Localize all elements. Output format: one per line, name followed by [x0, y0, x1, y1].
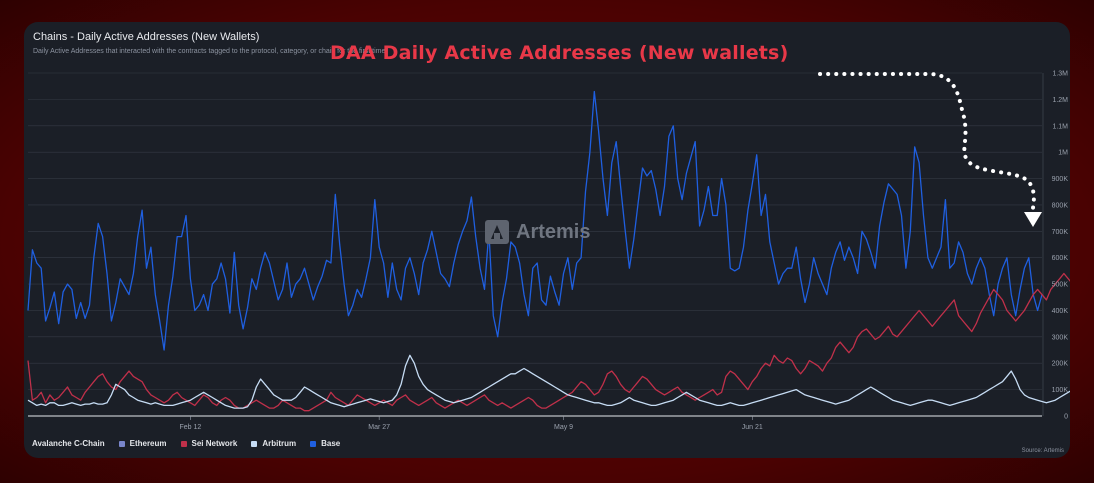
y-tick-label: 1M — [1058, 150, 1068, 157]
legend-label: Sei Network — [191, 439, 238, 448]
y-tick-label: 100K — [1052, 387, 1069, 394]
grid-lines — [28, 72, 1044, 417]
dotted-arrow-annotation — [818, 72, 1042, 227]
y-tick-label: 300K — [1052, 334, 1069, 341]
legend-swatch — [310, 440, 317, 447]
legend-item-sei-network[interactable]: Sei Network — [180, 439, 238, 448]
dotted-arrow-path — [818, 72, 1036, 216]
legend-label: Base — [321, 439, 341, 448]
y-axis-ticks: 0 100K 200K 300K 400K 500K 600K 700K 800K 900K 1M 1… — [1052, 71, 1069, 421]
y-tick-label: 200K — [1052, 361, 1069, 368]
legend-swatch — [118, 440, 125, 447]
series-line-arbitrum — [27, 354, 1070, 409]
watermark-text: Artemis — [516, 220, 591, 243]
legend-swatch — [251, 440, 258, 447]
legend-label: Arbitrum — [262, 439, 297, 448]
series-line-sei-network — [27, 272, 1070, 412]
x-tick-label: Jun 21 — [742, 424, 763, 431]
artemis-logo-icon — [485, 220, 509, 244]
chart-legend: Avalanche C-Chain Ethereum Sei Network Arbi… — [32, 439, 340, 448]
arrow-head-icon — [1024, 212, 1042, 227]
x-axis-ticks: Feb 12 Mar 27 May 9 Jun 21 — [180, 416, 763, 431]
legend-item-arbitrum[interactable]: Arbitrum — [251, 439, 296, 448]
y-tick-label: 800K — [1052, 202, 1069, 209]
legend-swatch — [180, 440, 187, 447]
y-tick-label: 1.1M — [1052, 123, 1068, 130]
y-tick-label: 500K — [1052, 282, 1069, 289]
artemis-watermark: Artemis — [484, 219, 590, 245]
x-tick-label: Feb 12 — [180, 424, 202, 431]
y-tick-label: 700K — [1052, 229, 1069, 236]
series-line-base — [27, 90, 1043, 351]
chart-title: Chains - Daily Active Addresses (New Wal… — [33, 31, 260, 43]
y-tick-label: 0 — [1064, 414, 1068, 421]
y-tick-label: 600K — [1052, 255, 1069, 262]
series-lines — [27, 90, 1070, 412]
legend-item-avalanche-c-chain[interactable]: Avalanche C-Chain — [32, 439, 105, 448]
legend-item-base[interactable]: Base — [310, 439, 340, 448]
line-chart: 0 100K 200K 300K 400K 500K 600K 700K 800K 900K 1M 1… — [27, 71, 1070, 431]
chart-subtitle: Daily Active Addresses that interacted w… — [33, 48, 386, 55]
x-tick-label: Mar 27 — [368, 424, 390, 431]
chart-card: Chains - Daily Active Addresses (New Wal… — [24, 22, 1070, 458]
source-label: Source: Artemis — [1021, 448, 1064, 454]
annotation-title: DAA Daily Active Addresses (New wallets) — [330, 42, 789, 64]
y-tick-label: 900K — [1052, 176, 1069, 183]
y-tick-label: 1.2M — [1052, 97, 1068, 104]
legend-label: Ethereum — [129, 439, 167, 448]
x-tick-label: May 9 — [554, 424, 573, 431]
legend-label: Avalanche C-Chain — [32, 439, 105, 448]
legend-item-ethereum[interactable]: Ethereum — [118, 439, 167, 448]
y-tick-label: 400K — [1052, 308, 1069, 315]
y-tick-label: 1.3M — [1052, 71, 1068, 78]
